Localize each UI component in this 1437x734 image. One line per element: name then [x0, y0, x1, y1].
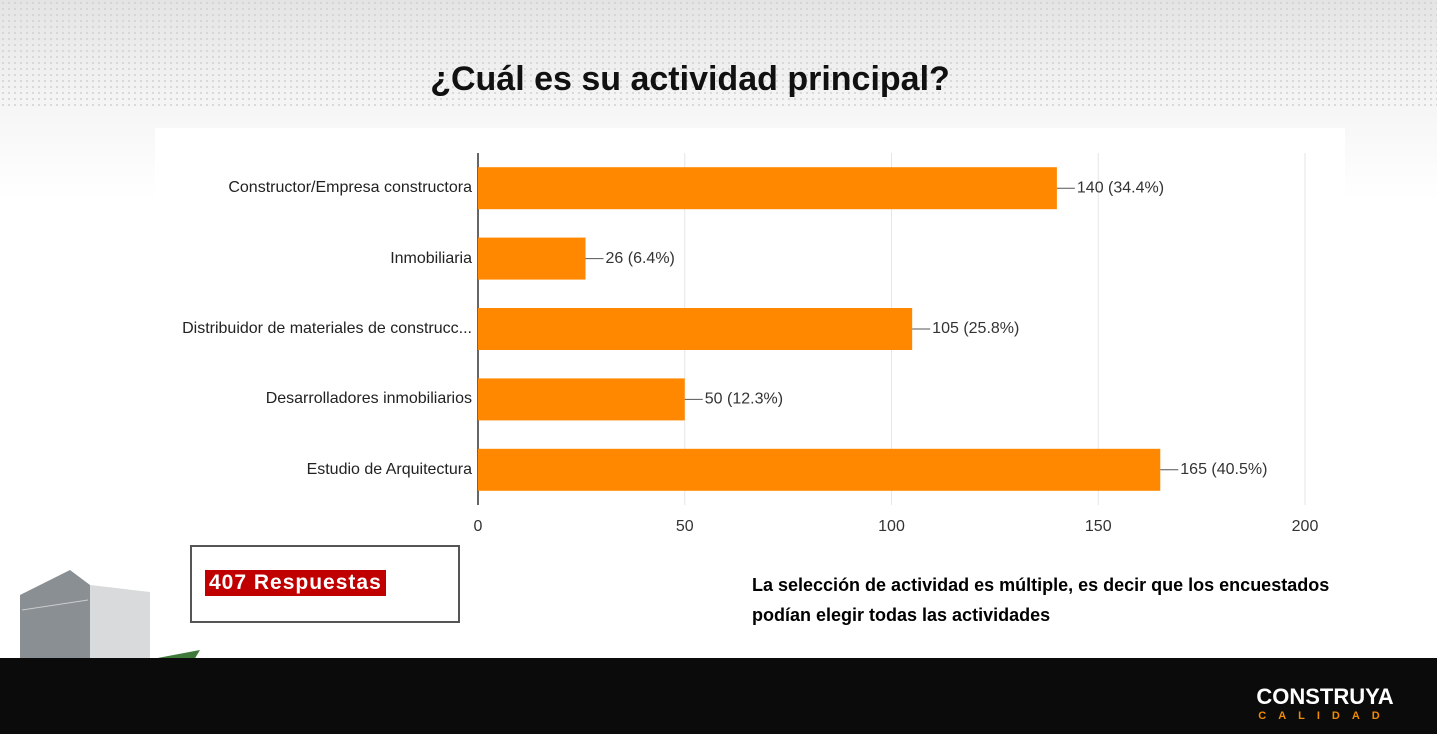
note: La selección de actividad es múltiple, e…	[752, 570, 1392, 630]
value-label: 165 (40.5%)	[1180, 461, 1267, 478]
value-label: 26 (6.4%)	[606, 250, 675, 267]
category-label: Inmobiliaria	[172, 247, 472, 271]
x-tick-label: 200	[1292, 518, 1319, 535]
x-tick-label: 100	[878, 518, 905, 535]
category-label: Desarrolladores inmobiliarios	[172, 387, 472, 411]
logo-name: CONSTRUYA	[1245, 684, 1405, 710]
x-tick-label: 0	[474, 518, 483, 535]
bar	[478, 449, 1160, 491]
value-label: 105 (25.8%)	[932, 320, 1019, 337]
value-label: 50 (12.3%)	[705, 391, 783, 408]
category-label: Constructor/Empresa constructora	[172, 176, 472, 200]
bar	[478, 378, 685, 420]
logo: CONSTRUYA CALIDAD	[1245, 672, 1405, 722]
slide: ¿Cuál es su actividad principal? 0501001…	[0, 0, 1437, 734]
bar	[478, 167, 1057, 209]
category-label: Distribuidor de materiales de construcc.…	[172, 317, 472, 341]
x-tick-label: 150	[1085, 518, 1112, 535]
responses-count: 407 Respuestas	[205, 570, 386, 596]
footer-band	[0, 658, 1437, 734]
x-tick-label: 50	[676, 518, 694, 535]
bar	[478, 238, 586, 280]
value-label: 140 (34.4%)	[1077, 179, 1164, 196]
bar	[478, 308, 912, 350]
category-label: Estudio de Arquitectura	[172, 458, 472, 482]
logo-tagline: CALIDAD	[1245, 710, 1405, 722]
